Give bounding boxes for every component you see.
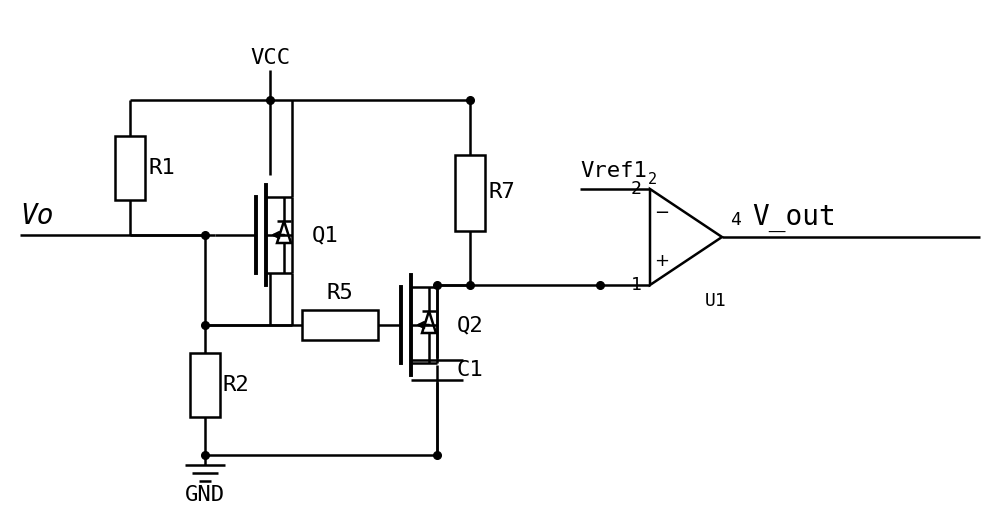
- Text: R5: R5: [327, 283, 353, 303]
- Text: Q2: Q2: [457, 315, 484, 335]
- Text: VCC: VCC: [250, 48, 290, 68]
- Text: +: +: [654, 252, 670, 270]
- Text: Vo: Vo: [20, 202, 54, 230]
- Text: C1: C1: [457, 360, 484, 380]
- Text: GND: GND: [185, 485, 225, 505]
- Text: R7: R7: [488, 182, 515, 202]
- Text: 2: 2: [648, 172, 657, 187]
- Text: 2: 2: [631, 180, 642, 198]
- Text: −: −: [654, 204, 670, 222]
- Text: Vref1: Vref1: [580, 161, 647, 181]
- Text: U1: U1: [705, 292, 727, 310]
- Bar: [302, 310, 378, 340]
- Bar: [115, 136, 145, 199]
- Text: R1: R1: [148, 157, 175, 178]
- Text: 1: 1: [631, 276, 642, 294]
- Text: R2: R2: [223, 375, 250, 395]
- Text: V_out: V_out: [752, 204, 836, 232]
- Bar: [190, 353, 220, 417]
- Text: 4: 4: [730, 211, 741, 229]
- Text: Q1: Q1: [312, 225, 339, 245]
- Bar: [455, 155, 485, 231]
